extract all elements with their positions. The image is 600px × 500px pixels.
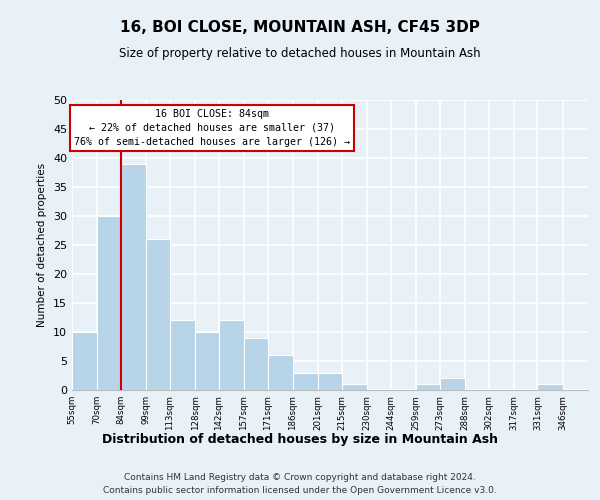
Text: 16, BOI CLOSE, MOUNTAIN ASH, CF45 3DP: 16, BOI CLOSE, MOUNTAIN ASH, CF45 3DP — [120, 20, 480, 35]
Text: Contains public sector information licensed under the Open Government Licence v3: Contains public sector information licen… — [103, 486, 497, 495]
Bar — [318, 372, 342, 390]
Text: Contains HM Land Registry data © Crown copyright and database right 2024.: Contains HM Land Registry data © Crown c… — [124, 472, 476, 482]
Bar — [146, 239, 170, 390]
Bar — [293, 372, 318, 390]
Bar — [416, 384, 440, 390]
Bar — [268, 355, 293, 390]
Bar — [538, 384, 563, 390]
Bar — [342, 384, 367, 390]
Bar — [121, 164, 146, 390]
Bar — [97, 216, 121, 390]
Bar — [72, 332, 97, 390]
Text: 16 BOI CLOSE: 84sqm
← 22% of detached houses are smaller (37)
76% of semi-detach: 16 BOI CLOSE: 84sqm ← 22% of detached ho… — [74, 108, 350, 146]
Bar — [170, 320, 195, 390]
Text: Distribution of detached houses by size in Mountain Ash: Distribution of detached houses by size … — [102, 432, 498, 446]
Y-axis label: Number of detached properties: Number of detached properties — [37, 163, 47, 327]
Bar — [244, 338, 268, 390]
Bar — [219, 320, 244, 390]
Bar — [195, 332, 219, 390]
Text: Size of property relative to detached houses in Mountain Ash: Size of property relative to detached ho… — [119, 48, 481, 60]
Bar — [440, 378, 465, 390]
